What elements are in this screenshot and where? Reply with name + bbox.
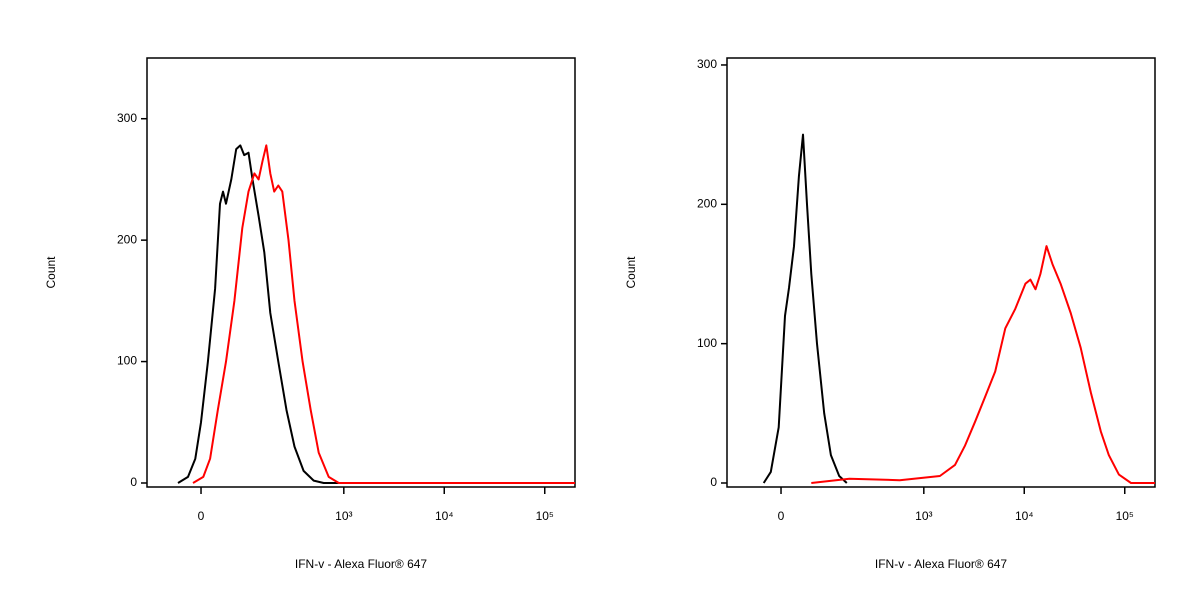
x-tick-label: 10⁵	[1116, 509, 1134, 523]
x-axis-label: IFN-v - Alexa Fluor® 647	[875, 557, 1008, 571]
plot-frame	[146, 57, 576, 488]
y-tick-label: 0	[710, 475, 717, 489]
y-tick-label: 100	[117, 354, 137, 368]
y-tick-label: 300	[697, 57, 717, 71]
y-axis-label: Count	[624, 256, 638, 289]
y-axis-label: Count	[44, 256, 58, 289]
x-tick-label: 10³	[335, 509, 352, 523]
histogram-line	[762, 133, 848, 484]
histogram-line	[177, 144, 575, 484]
x-tick-label: 10³	[915, 509, 932, 523]
y-tick-label: 0	[130, 475, 137, 489]
x-tick-label: 10⁴	[435, 509, 454, 523]
x-tick-label: 0	[198, 509, 205, 523]
y-tick-label: 200	[697, 196, 717, 210]
histogram-line	[811, 245, 1155, 484]
x-tick-label: 10⁵	[536, 509, 554, 523]
x-tick-label: 10⁴	[1015, 509, 1034, 523]
x-axis-label: IFN-v - Alexa Fluor® 647	[295, 557, 428, 571]
plot-frame	[726, 57, 1156, 488]
y-tick-label: 100	[697, 336, 717, 350]
y-tick-label: 200	[117, 232, 137, 246]
y-tick-label: 300	[117, 111, 137, 125]
histogram-line	[192, 144, 575, 484]
x-tick-label: 0	[778, 509, 785, 523]
